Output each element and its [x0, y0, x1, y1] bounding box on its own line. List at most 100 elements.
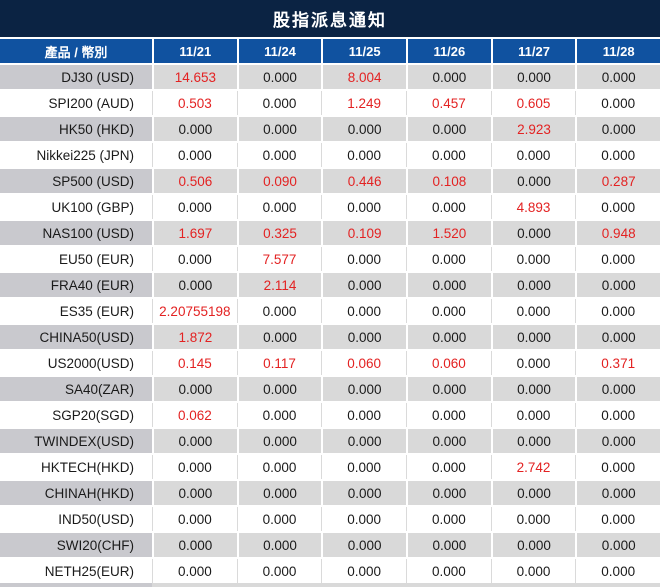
dividend-value: 0.371 — [575, 351, 660, 375]
product-label: SWI20(CHF) — [0, 533, 152, 557]
product-label: UK100 (GBP) — [51, 199, 134, 215]
dividend-value: 0.000 — [406, 481, 491, 505]
dividend-value: 0.000 — [406, 143, 491, 167]
product-label: TWINDEX(USD) — [0, 429, 152, 453]
page-title: 股指派息通知 — [0, 0, 660, 37]
table-bottom-strip — [0, 583, 660, 587]
dividend-value: 0.000 — [152, 481, 237, 505]
dividend-value: 1.872 — [152, 325, 237, 349]
dividend-value: 0.000 — [575, 65, 660, 89]
dividend-value: 1.697 — [152, 221, 237, 245]
table-row: US2000(USD) 0.145 0.117 0.060 0.060 0.000 0.3… — [0, 349, 660, 375]
dividend-value: 0.000 — [490, 143, 576, 167]
column-header-date-1: 11/21 — [152, 39, 237, 63]
dividend-value: 0.000 — [321, 143, 406, 167]
dividend-value: 0.060 — [321, 351, 406, 375]
table-row: IND50(USD) 0.000 0.000 0.000 0.000 0.000 0.00… — [0, 505, 660, 531]
dividend-value: 1.249 — [321, 91, 406, 115]
dividend-value: 2.114 — [236, 273, 322, 297]
dividend-value: 0.000 — [152, 429, 237, 453]
dividend-value: 0.000 — [575, 195, 660, 219]
product-label: HKTECH(HKD) — [41, 459, 134, 475]
dividend-value: 0.000 — [236, 117, 322, 141]
dividend-value: 0.000 — [152, 273, 237, 297]
dividend-value: 0.000 — [321, 559, 406, 583]
product-label: Nikkei225 (JPN) — [36, 147, 134, 163]
dividend-value: 0.000 — [321, 533, 407, 557]
dividend-value: 0.446 — [321, 169, 407, 193]
dividend-value: 0.000 — [236, 325, 322, 349]
dividend-value: 0.000 — [152, 507, 237, 531]
dividend-value: 0.000 — [490, 429, 576, 453]
dividend-value: 0.000 — [406, 429, 491, 453]
dividend-value: 0.000 — [575, 247, 660, 271]
product-label: SPI200 (AUD) — [48, 95, 134, 111]
table-row: SPI200 (AUD) 0.503 0.000 1.249 0.457 0.605 0.… — [0, 89, 660, 115]
dividend-value: 0.117 — [236, 351, 322, 375]
product-label: US2000(USD) — [47, 355, 134, 371]
table-body: DJ30 (USD) 14.653 0.000 8.004 0.000 0.000 0.0… — [0, 63, 660, 583]
dividend-value: 0.000 — [152, 533, 237, 557]
table-header-row: 產品 / 幣別 11/21 11/24 11/25 11/26 11/27 11… — [0, 37, 660, 63]
dividend-value: 0.000 — [490, 533, 576, 557]
product-label: HK50 (HKD) — [0, 117, 152, 141]
dividend-value: 0.000 — [575, 273, 660, 297]
dividend-value: 0.000 — [321, 507, 406, 531]
product-label: SA40(ZAR) — [0, 377, 152, 401]
dividend-value: 0.000 — [575, 325, 660, 349]
dividend-value: 0.000 — [575, 507, 660, 531]
dividend-value: 0.000 — [575, 533, 660, 557]
dividend-value: 0.000 — [321, 325, 407, 349]
dividend-value: 0.000 — [490, 221, 576, 245]
dividend-value: 0.000 — [236, 429, 322, 453]
dividend-value: 0.000 — [490, 507, 576, 531]
dividend-value: 0.000 — [575, 377, 660, 401]
table-row: EU50 (EUR) 0.000 7.577 0.000 0.000 0.000 0.00… — [0, 245, 660, 271]
dividend-value: 0.145 — [152, 351, 237, 375]
table-row: SA40(ZAR) 0.000 0.000 0.000 0.000 0.000 0.000 — [0, 375, 660, 401]
dividend-value: 0.948 — [575, 221, 660, 245]
product-label: SGP20(SGD) — [52, 407, 134, 423]
dividend-value: 0.000 — [490, 65, 576, 89]
dividend-value: 0.000 — [236, 559, 322, 583]
dividend-value: 0.000 — [152, 143, 237, 167]
dividend-value: 0.108 — [406, 169, 491, 193]
dividend-value: 0.000 — [321, 481, 407, 505]
dividend-value: 0.000 — [236, 299, 322, 323]
dividend-value: 0.000 — [152, 195, 237, 219]
dividend-value: 0.000 — [321, 403, 406, 427]
product-label: EU50 (EUR) — [58, 251, 134, 267]
product-label: CHINAH(HKD) — [0, 481, 152, 505]
dividend-value: 0.000 — [321, 455, 406, 479]
dividend-value: 0.000 — [575, 117, 660, 141]
dividend-value: 0.000 — [406, 299, 491, 323]
dividend-value: 0.000 — [321, 273, 407, 297]
product-label: FRA40 (EUR) — [0, 273, 152, 297]
dividend-value: 0.000 — [575, 91, 660, 115]
dividend-value: 0.000 — [406, 273, 491, 297]
dividend-value: 0.090 — [236, 169, 322, 193]
table-row: SWI20(CHF) 0.000 0.000 0.000 0.000 0.000 0.00… — [0, 531, 660, 557]
dividend-value: 0.000 — [406, 117, 491, 141]
dividend-value: 0.000 — [236, 65, 322, 89]
dividend-value: 0.000 — [406, 533, 491, 557]
dividend-value: 1.520 — [406, 221, 491, 245]
dividend-value: 7.577 — [236, 247, 322, 271]
dividend-value: 0.000 — [152, 455, 237, 479]
dividend-value: 0.000 — [490, 273, 576, 297]
dividend-value: 0.000 — [236, 533, 322, 557]
dividend-value: 0.000 — [406, 455, 491, 479]
dividend-value: 2.742 — [490, 455, 576, 479]
dividend-value: 14.653 — [152, 65, 237, 89]
dividend-value: 0.000 — [490, 299, 576, 323]
product-label: DJ30 (USD) — [0, 65, 152, 89]
table-row: NETH25(EUR) 0.000 0.000 0.000 0.000 0.000 0.0… — [0, 557, 660, 583]
table-row: HK50 (HKD) 0.000 0.000 0.000 0.000 2.923 0.00… — [0, 115, 660, 141]
table-row: SGP20(SGD) 0.062 0.000 0.000 0.000 0.000 0.00… — [0, 401, 660, 427]
product-label: CHINA50(USD) — [0, 325, 152, 349]
dividend-value: 0.000 — [321, 117, 407, 141]
table-row: TWINDEX(USD) 0.000 0.000 0.000 0.000 0.000 0.… — [0, 427, 660, 453]
dividend-value: 0.457 — [406, 91, 491, 115]
dividend-value: 0.000 — [575, 403, 660, 427]
dividend-value: 0.000 — [321, 247, 406, 271]
